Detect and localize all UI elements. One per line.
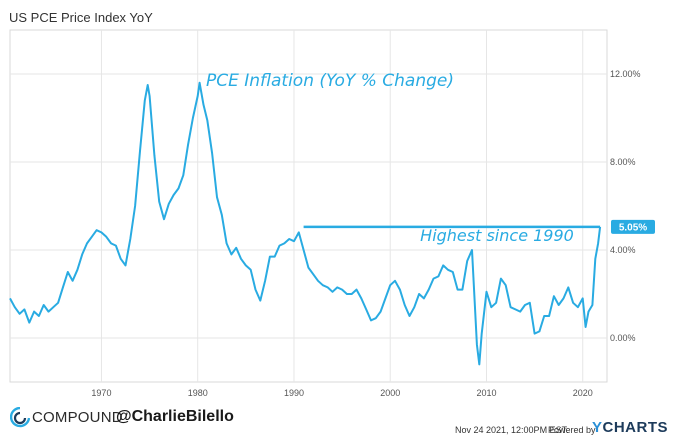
- annotation-label: Highest since 1990: [420, 226, 574, 245]
- powered-by-label: Powered by: [548, 425, 596, 435]
- brand-name: COMPOUND: [32, 409, 123, 426]
- last-value-label: 5.05%: [619, 222, 647, 233]
- last-value-badge: 5.05%: [611, 219, 655, 234]
- y-tick-label: 0.00%: [610, 333, 636, 343]
- y-tick-label: 4.00%: [610, 245, 636, 255]
- ycharts-logo: YCHARTS: [592, 419, 668, 436]
- chart-title: PCE Inflation (YoY % Change): [206, 71, 454, 91]
- plot-frame: [9, 29, 608, 383]
- x-tick-label: 1980: [188, 388, 208, 398]
- timestamp: Nov 24 2021, 12:00PM EST.: [455, 425, 569, 435]
- y-tick-label: 12.00%: [610, 69, 641, 79]
- ycharts-logo-text: CHARTS: [602, 419, 669, 436]
- x-tick-label: 1970: [91, 388, 111, 398]
- x-tick-label: 2000: [380, 388, 400, 398]
- ycharts-logo-y: Y: [592, 419, 603, 436]
- chart-grid: [10, 30, 607, 382]
- last-value-badge-bg: [611, 219, 655, 234]
- author-handle: @CharlieBilello: [116, 408, 234, 425]
- x-axis: 1970 1980 1990 2000 2010 2020: [91, 388, 592, 398]
- x-tick-label: 2010: [476, 388, 496, 398]
- x-tick-label: 2020: [573, 388, 593, 398]
- page-title: US PCE Price Index YoY: [9, 10, 153, 25]
- y-axis: 0.00% 4.00% 8.00% 12.00%: [610, 69, 641, 343]
- series-line: [9, 81, 602, 366]
- compound-logo-icon: [10, 407, 30, 428]
- chart: 1970 1980 1990 2000 2010 2020 0.00% 4.00% 8.00%…: [9, 29, 655, 398]
- x-tick-label: 1990: [284, 388, 304, 398]
- y-tick-label: 8.00%: [610, 157, 636, 167]
